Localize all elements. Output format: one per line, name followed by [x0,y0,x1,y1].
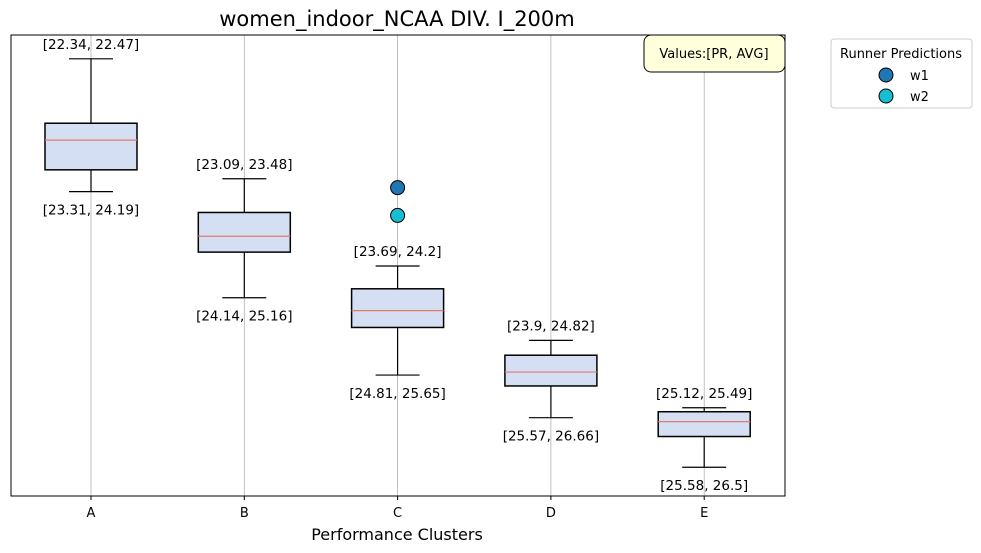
legend-marker-w1 [878,67,894,83]
x-tick-label-E: E [700,506,708,521]
label-bottom-A: [23.31, 24.19] [43,203,139,219]
legend-frame [830,38,973,109]
x-axis-label: Performance Clusters [311,525,483,544]
x-tick-label-A: A [87,506,96,521]
box-C [350,288,445,329]
legend-label-w2: w2 [910,90,929,105]
label-top-E: [25.12, 25.49] [656,386,752,402]
x-tick-label-C: C [393,506,402,521]
chart-title: women_indoor_NCAA DIV. I_200m [219,7,574,32]
label-bottom-E: [25.58, 26.5] [660,478,748,494]
box-D [504,354,598,387]
x-axis-ticks: A B C D E [87,496,708,521]
label-bottom-B: [24.14, 25.16] [196,309,292,325]
box-B [197,211,292,253]
box-A [44,122,138,171]
label-top-A: [22.34, 22.47] [43,37,139,53]
values-note-text: Values:[PR, AVG] [659,47,768,62]
legend-label-w1: w1 [910,69,929,84]
label-bottom-D: [25.57, 26.66] [503,429,599,445]
values-note-box [643,34,786,73]
label-top-C: [23.69, 24.2] [354,244,442,260]
label-top-D: [23.9, 24.82] [507,318,595,334]
plot-area: [22.34, 22.47] [23.31, 24.19] [23.09, 23.4… [43,37,753,494]
runner-point-w1 [390,180,406,196]
values-note: Values:[PR, AVG] [643,34,786,73]
x-tick-label-B: B [240,506,249,521]
runner-point-w2 [390,207,406,223]
legend-marker-w2 [878,88,894,104]
label-top-B: [23.09, 23.48] [196,157,292,173]
label-bottom-C: [24.81, 25.65] [349,386,445,402]
box-E [657,410,751,438]
x-tick-label-D: D [546,506,556,521]
legend-title: Runner Predictions [840,47,962,62]
